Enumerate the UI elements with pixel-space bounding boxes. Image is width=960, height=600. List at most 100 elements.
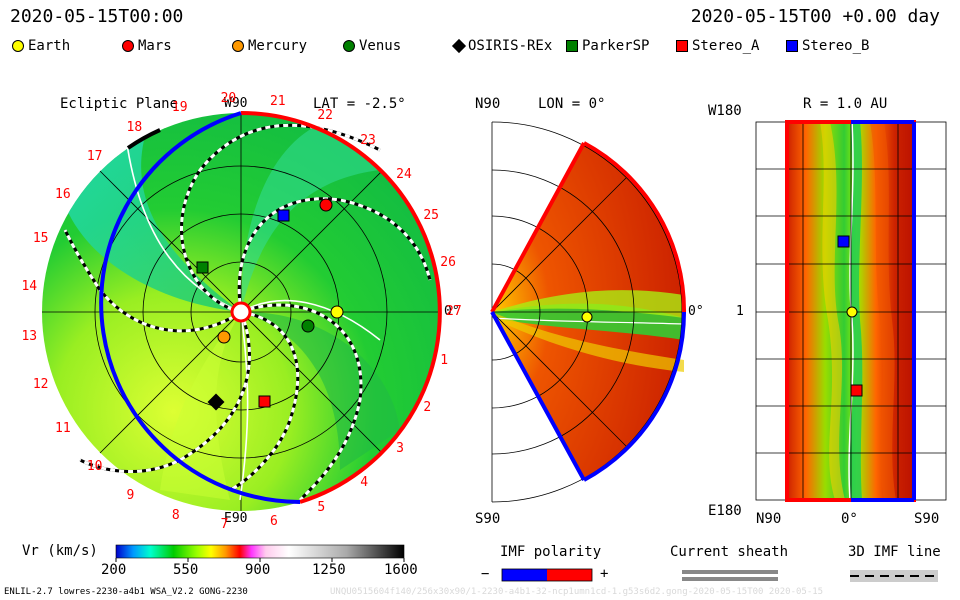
- carrington-tick-label: 4: [360, 474, 369, 490]
- parkersp-marker-icon: [566, 40, 578, 52]
- current-sheath-swatch: [682, 570, 778, 581]
- mars-marker-icon: [319, 198, 333, 212]
- ecliptic-plane-plot: [42, 111, 442, 511]
- carrington-tick-label: 23: [360, 133, 376, 149]
- current-sheath-title: Current sheath: [670, 544, 789, 560]
- legend-label: Mars: [138, 38, 172, 54]
- imf-line-title: 3D IMF line: [848, 544, 941, 560]
- ecliptic-title: Ecliptic Plane: [60, 96, 179, 112]
- ecliptic-right-label: 0°: [444, 304, 460, 319]
- carrington-tick-label: 1: [440, 353, 449, 369]
- imf-positive-swatch: [547, 569, 592, 581]
- carrington-tick-label: 15: [32, 231, 49, 247]
- projection-left-label: 1: [736, 304, 744, 319]
- carrington-tick-label: 25: [423, 208, 439, 224]
- venus-marker-icon: [301, 319, 315, 333]
- mercury-marker-icon: [217, 330, 231, 344]
- sun-icon: [230, 301, 252, 323]
- carrington-tick-label: 3: [396, 440, 404, 456]
- mercury-marker-icon: [232, 40, 244, 52]
- legend-label: Stereo_A: [692, 38, 760, 54]
- carrington-tick-label: 14: [21, 279, 38, 295]
- imf-minus-label: −: [481, 566, 490, 582]
- carrington-tick-label: 21: [269, 94, 286, 110]
- carrington-tick-label: 16: [55, 186, 71, 202]
- carrington-tick-label: 2: [423, 399, 432, 415]
- timestamp: 2020-05-15T00:00: [10, 6, 184, 27]
- osiris-rex-marker-icon: [207, 393, 225, 411]
- earth-marker-icon: [330, 305, 344, 319]
- stereo-b-marker-icon: [837, 235, 850, 248]
- colorbar-tick-label: 1250: [312, 562, 346, 578]
- earth-marker-icon: [12, 40, 24, 52]
- ecliptic-lat: LAT = -2.5°: [313, 96, 406, 112]
- meridional-grid: [491, 121, 684, 503]
- elapsed-time: 2020-05-15T00 +0.00 day: [690, 6, 940, 27]
- legend-label: Mercury: [248, 38, 308, 54]
- stereo-a-marker-icon: [676, 40, 688, 52]
- legend-venus: Venus: [343, 38, 401, 54]
- carrington-tick-label: 19: [171, 99, 188, 115]
- legend-label: Venus: [359, 38, 402, 54]
- stereo-a-marker-icon: [258, 395, 271, 408]
- earth-marker-icon: [581, 311, 593, 323]
- meridional-south-label: S90: [475, 511, 501, 527]
- venus-marker-icon: [343, 40, 355, 52]
- carrington-tick-label: 10: [86, 458, 103, 474]
- colorbar-tick-label: 1600: [384, 562, 418, 578]
- colorbar-tick-label: 550: [173, 562, 199, 578]
- carrington-tick-label: 24: [396, 167, 412, 183]
- earth-marker-icon: [846, 306, 858, 318]
- carrington-tick-label: 6: [269, 513, 278, 529]
- colorbar-tick-label: 900: [245, 562, 271, 578]
- meridional-plane-plot: [490, 121, 687, 503]
- carrington-tick-label: 20: [220, 91, 237, 107]
- carrington-tick-label: 12: [32, 376, 49, 392]
- colorbar-ticks: [115, 558, 405, 562]
- carrington-tick-label: 22: [317, 108, 334, 124]
- stereo-b-marker-icon: [277, 209, 290, 222]
- legend-osiris-rex: OSIRIS-REx: [451, 38, 553, 54]
- legend-label: Earth: [28, 38, 71, 54]
- projection-x-mid: 0°: [841, 511, 858, 527]
- parkersp-marker-icon: [196, 261, 209, 274]
- imf-polarity-title: IMF polarity: [500, 544, 602, 560]
- stereo-a-marker-icon: [850, 384, 863, 397]
- projection-bottom-label: E180: [708, 503, 742, 519]
- sphere-projection-plot: [755, 120, 947, 502]
- carrington-tick-label: 13: [21, 328, 38, 344]
- projection-x-left: N90: [756, 511, 782, 527]
- carrington-tick-label: 7: [220, 516, 229, 532]
- imf-line-swatch: [850, 570, 938, 582]
- imf-negative-swatch: [502, 569, 547, 581]
- footer-run-id: UNQU0515604f140/256x30x90/1-2230-a4b1-32…: [330, 587, 824, 597]
- projection-x-right: S90: [914, 511, 940, 527]
- footer-model-info: ENLIL-2.7 lowres-2230-a4b1 WSA_V2.2 GONG…: [4, 587, 248, 597]
- carrington-tick-label: 27: [446, 304, 462, 319]
- imf-plus-label: +: [600, 566, 609, 582]
- colorbar-tick-label: 200: [101, 562, 127, 578]
- colorbar-title: Vr (km/s): [22, 543, 98, 559]
- carrington-tick-label: 18: [126, 119, 143, 135]
- carrington-tick-label: 9: [126, 488, 135, 504]
- carrington-tick-label: 17: [86, 149, 103, 165]
- legend-mars: Mars: [122, 38, 172, 54]
- legend-label: Stereo_B: [802, 38, 870, 54]
- legend-parkersp: ParkerSP: [566, 38, 649, 54]
- ecliptic-bottom-label: E90: [224, 511, 248, 526]
- meridional-lon: LON = 0°: [538, 96, 606, 112]
- colorbar-gradient: [115, 544, 405, 559]
- projection-top-label: W180: [708, 103, 742, 119]
- legend-mercury: Mercury: [232, 38, 307, 54]
- legend-stereo-a: Stereo_A: [676, 38, 759, 54]
- ecliptic-top-label: W90: [224, 96, 248, 111]
- carrington-tick-label: 11: [55, 421, 71, 437]
- legend-stereo-b: Stereo_B: [786, 38, 869, 54]
- stereo-b-marker-icon: [786, 40, 798, 52]
- meridional-north-label: N90: [475, 96, 501, 112]
- legend-earth: Earth: [12, 38, 70, 54]
- legend-label: OSIRIS-REx: [468, 38, 553, 54]
- meridional-right-label: 0°: [688, 304, 704, 319]
